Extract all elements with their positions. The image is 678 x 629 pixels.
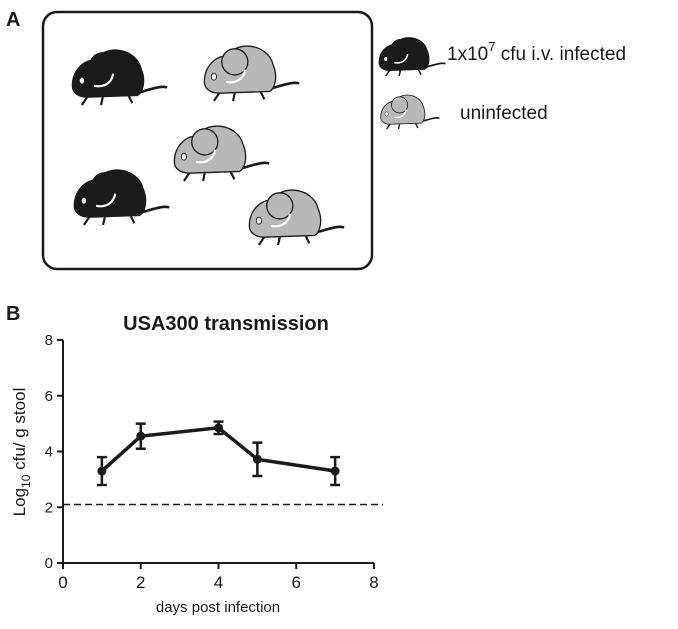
- cage: [41, 10, 374, 271]
- panel-label: B: [6, 303, 20, 325]
- chart-title: USA300 transmission: [123, 313, 329, 335]
- legend-label: uninfected: [460, 103, 548, 124]
- data-point: [136, 431, 146, 441]
- panel-label: A: [6, 9, 20, 31]
- y-tick-label: 2: [45, 499, 53, 516]
- mouse-uninfected: [248, 188, 346, 247]
- y-tick-label: 6: [45, 388, 53, 405]
- x-tick-label: 2: [136, 573, 145, 592]
- y-tick-label: 4: [45, 444, 53, 461]
- x-tick-label: 4: [214, 573, 223, 592]
- mouse-infected: [71, 48, 169, 107]
- x-tick-label: 6: [292, 573, 301, 592]
- data-point: [97, 466, 107, 476]
- mouse-uninfected: [203, 44, 301, 103]
- y-tick-label: 8: [45, 332, 53, 349]
- x-tick-label: 0: [58, 573, 67, 592]
- y-tick-label: 0: [45, 555, 53, 572]
- legend-mouse-infected: [378, 36, 447, 77]
- legend-mouse-uninfected: [379, 94, 441, 130]
- data-point: [330, 466, 340, 476]
- y-axis-label: Log10 cfu/ g stool: [10, 388, 33, 517]
- x-axis-label: days post infection: [156, 599, 280, 616]
- legend-label: 1x107 cfu i.v. infected: [447, 39, 626, 65]
- mouse-infected: [73, 168, 171, 227]
- data-point: [214, 423, 223, 433]
- data-point: [252, 454, 262, 464]
- x-tick-label: 8: [369, 573, 378, 592]
- mouse-uninfected: [173, 124, 271, 183]
